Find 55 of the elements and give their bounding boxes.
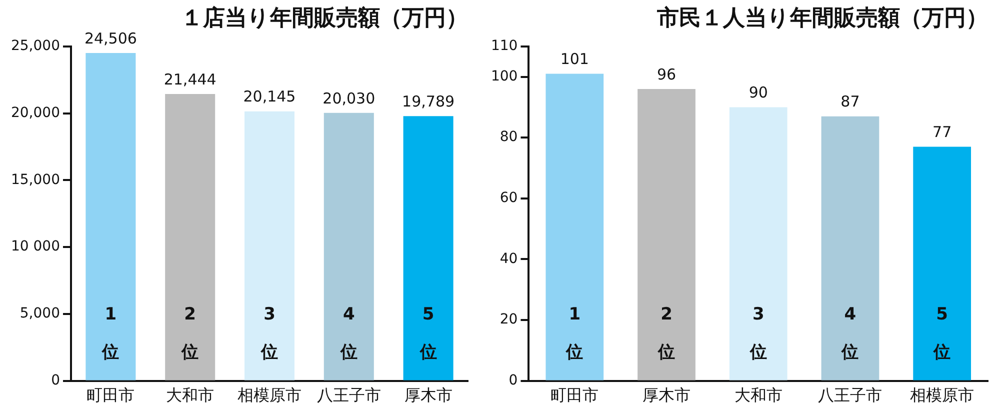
x-tick-label: 相模原市 bbox=[910, 386, 974, 405]
annotation: 4位 bbox=[840, 304, 859, 362]
data-label: 21,444 bbox=[164, 70, 216, 88]
data-label: 20,145 bbox=[243, 88, 296, 106]
x-tick-label: 町田市 bbox=[86, 386, 135, 405]
chart-title: 市民１人当り年間販売額（万円） bbox=[656, 4, 988, 31]
y-tick-label: 20,000 bbox=[10, 104, 60, 121]
annotation: 3位 bbox=[748, 304, 767, 362]
y-tick-label: 5,000 bbox=[20, 306, 60, 322]
x-tick-label: 厚木市 bbox=[404, 386, 452, 405]
bar bbox=[403, 116, 454, 380]
bar bbox=[244, 111, 295, 380]
data-label: 87 bbox=[840, 92, 860, 111]
bar bbox=[86, 53, 136, 380]
y-tick-label: 80 bbox=[500, 129, 518, 146]
x-tick-label: 町田市 bbox=[550, 386, 599, 405]
x-tick-label: 八王子市 bbox=[818, 386, 882, 405]
annotation: 2位 bbox=[180, 304, 199, 362]
bar bbox=[546, 74, 604, 380]
bar bbox=[165, 94, 216, 380]
y-tick-label: 40 bbox=[500, 250, 518, 267]
bar bbox=[638, 88, 696, 380]
annotation: 5位 bbox=[418, 304, 437, 362]
x-tick-label: 八王子市 bbox=[316, 386, 381, 405]
data-label: 24,506 bbox=[84, 29, 137, 48]
annotation: 1位 bbox=[565, 304, 584, 362]
data-label: 19,789 bbox=[402, 92, 455, 110]
y-tick-label: 110 bbox=[490, 38, 518, 54]
annotation: 2位 bbox=[657, 304, 676, 362]
annotation: 5位 bbox=[932, 304, 951, 362]
y-tick-label: 20 bbox=[500, 312, 518, 328]
bar bbox=[324, 112, 374, 380]
bar bbox=[729, 107, 788, 380]
y-tick-label: 15,000 bbox=[10, 172, 60, 188]
annotation: 3位 bbox=[260, 304, 278, 362]
data-label: 20,030 bbox=[322, 89, 376, 108]
bar bbox=[821, 116, 880, 380]
chart-title: １店当り年間販売額（万円） bbox=[181, 4, 468, 31]
data-label: 90 bbox=[748, 84, 768, 102]
y-tick-label: 25,000 bbox=[10, 38, 60, 54]
annotation: 4位 bbox=[339, 304, 358, 362]
x-tick-label: 大和市 bbox=[166, 386, 214, 405]
bar bbox=[913, 146, 972, 380]
annotation: 1位 bbox=[101, 304, 120, 362]
x-tick-label: 相模原市 bbox=[237, 386, 302, 405]
y-tick-label: 100 bbox=[490, 68, 518, 84]
data-label: 101 bbox=[560, 50, 589, 68]
y-tick-label: 0 bbox=[51, 372, 60, 388]
y-tick-label: 60 bbox=[500, 190, 518, 206]
x-tick-label: 厚木市 bbox=[642, 386, 691, 405]
data-label: 77 bbox=[932, 123, 952, 142]
x-tick-label: 大和市 bbox=[734, 386, 782, 405]
data-label: 96 bbox=[656, 65, 676, 84]
y-tick-label: 10 000 bbox=[10, 238, 60, 255]
y-tick-label: 0 bbox=[508, 372, 518, 388]
